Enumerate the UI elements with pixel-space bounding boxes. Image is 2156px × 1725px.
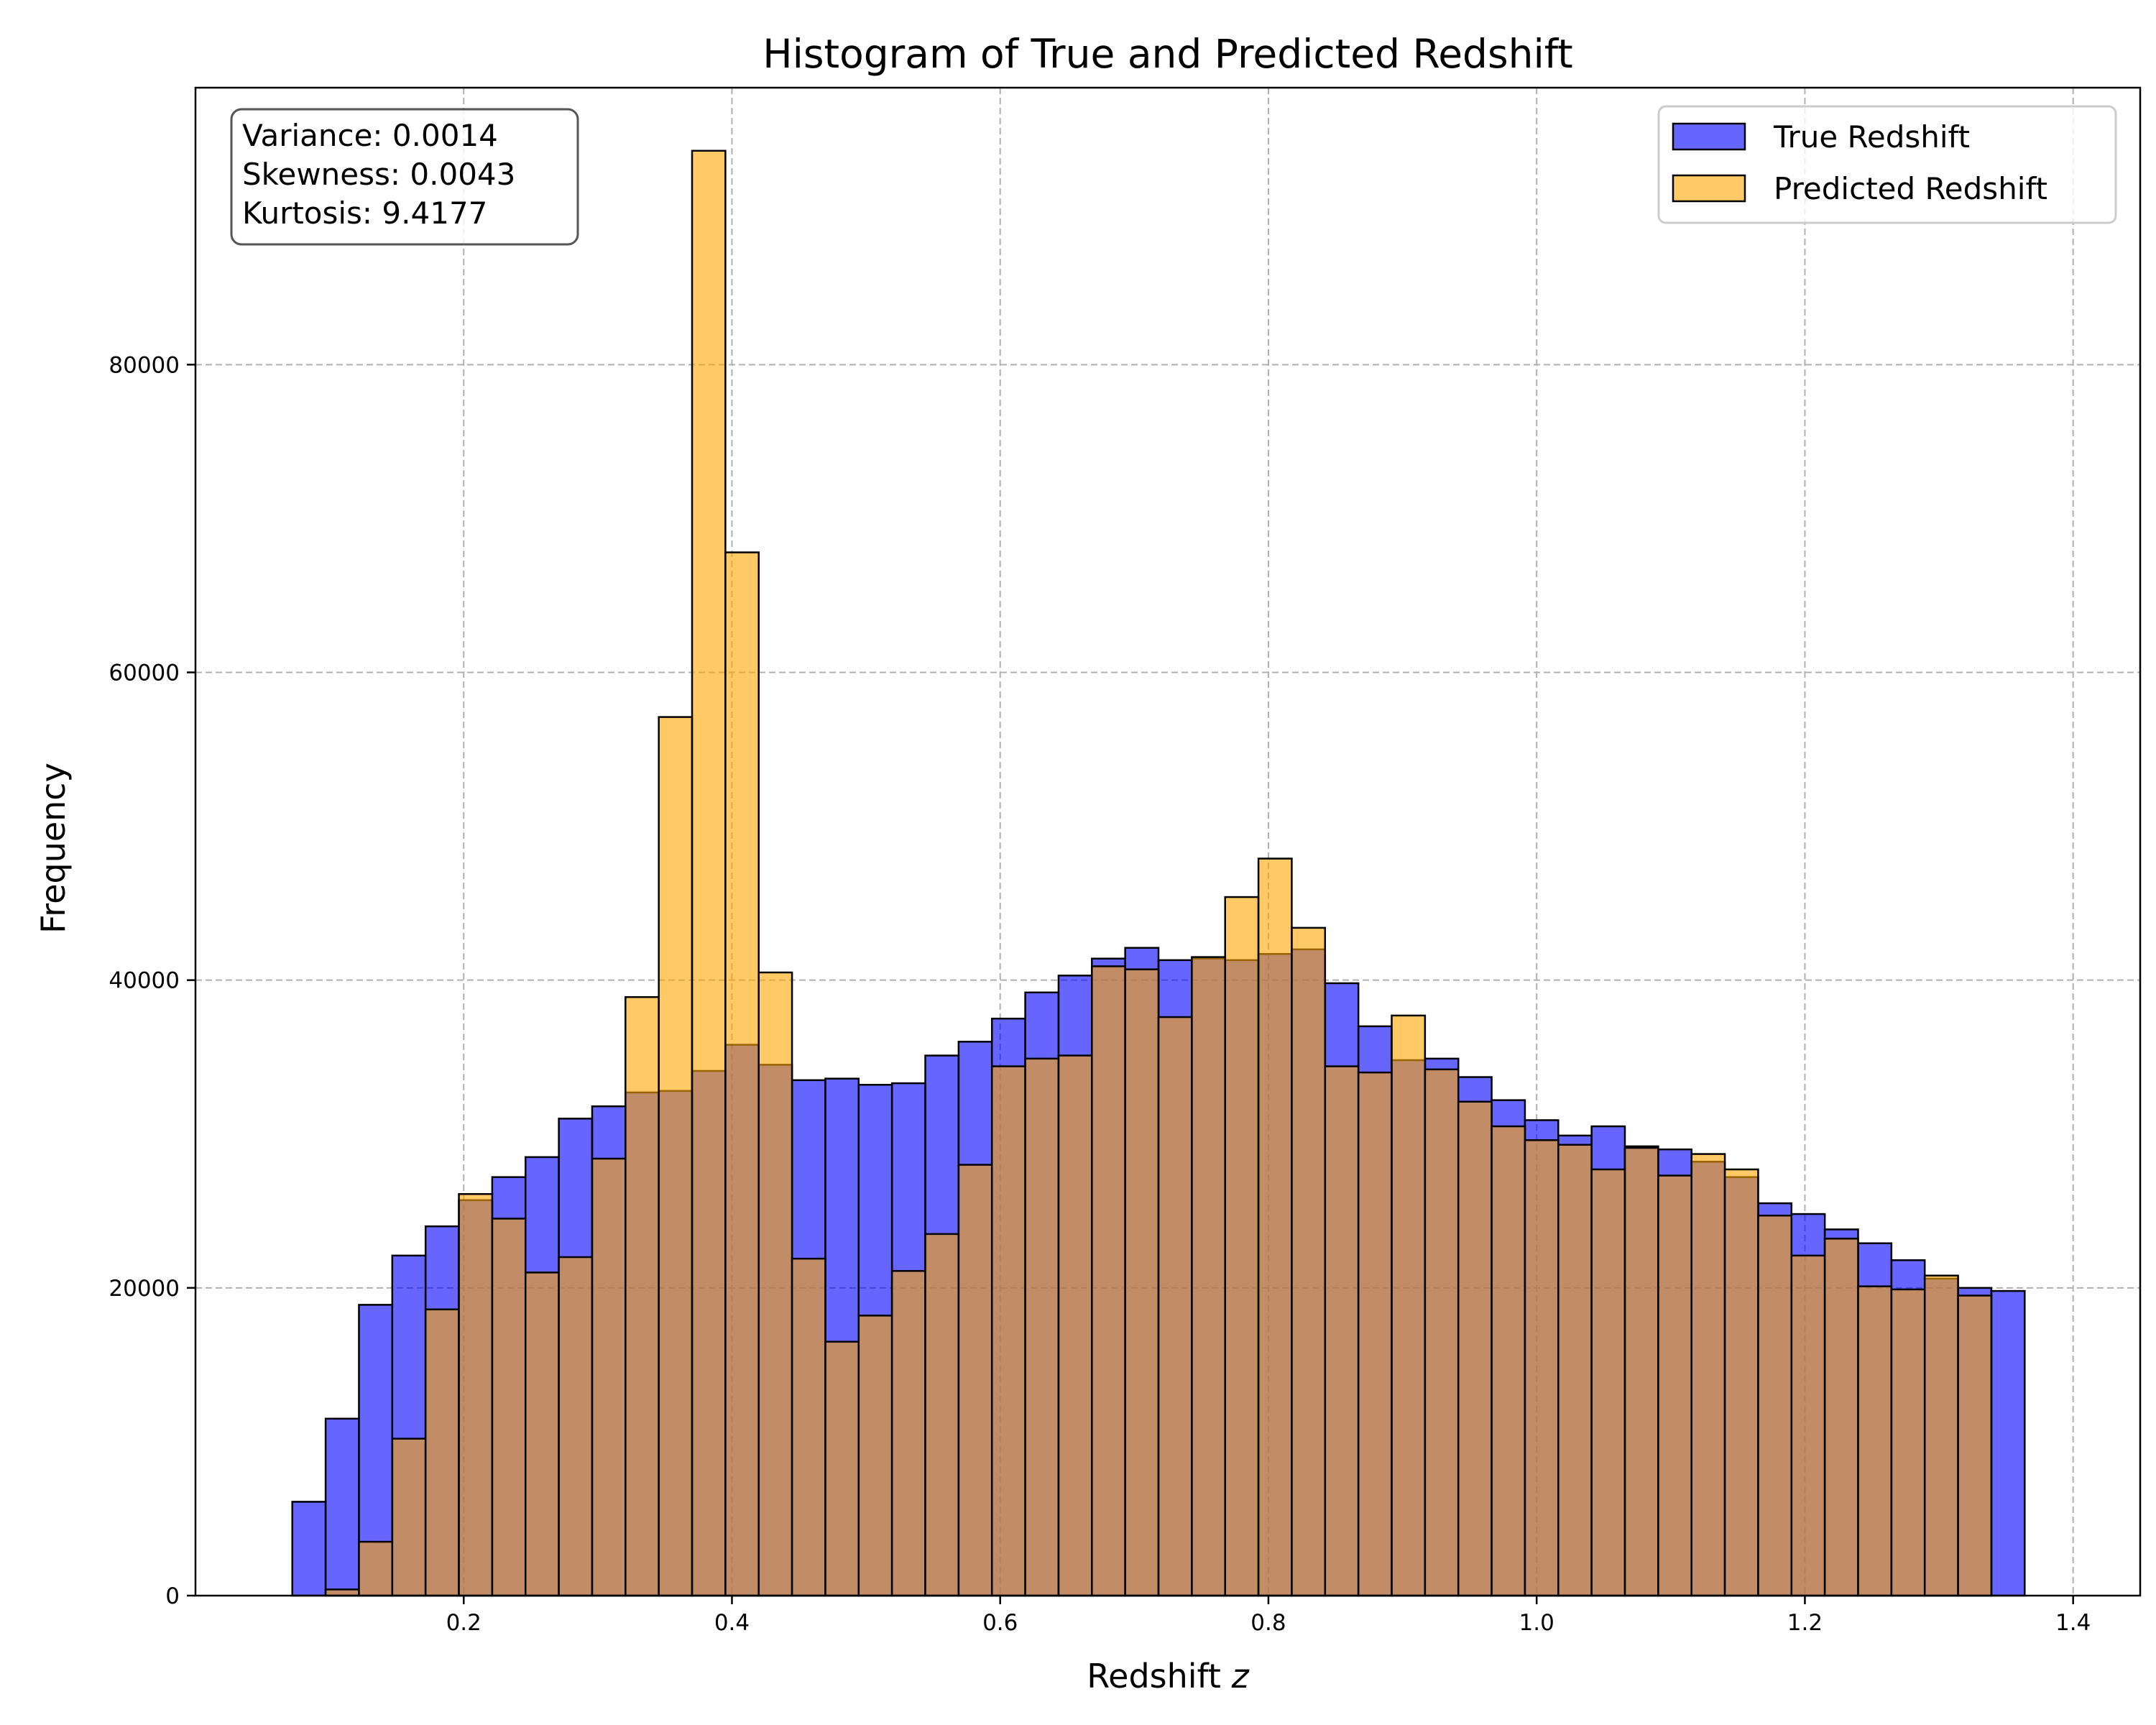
predicted-redshift-bar-6 xyxy=(491,1218,527,1597)
predicted-redshift-bar-11 xyxy=(658,716,694,1597)
predicted-redshift-bar-2 xyxy=(358,1540,394,1597)
predicted-redshift-bar-7 xyxy=(524,1271,560,1597)
y-tick-label-3: 60000 xyxy=(109,661,180,686)
predicted-redshift-bar-4 xyxy=(424,1308,460,1597)
y-tick-label-0: 0 xyxy=(165,1583,180,1609)
y-tick-label-4: 80000 xyxy=(109,352,180,378)
legend-swatch-true xyxy=(1672,122,1746,151)
x-axis-label-main: Redshift xyxy=(1087,1657,1231,1696)
predicted-redshift-bar-17 xyxy=(857,1315,893,1597)
x-tick-label-3: 0.8 xyxy=(1250,1610,1286,1636)
predicted-redshift-bar-25 xyxy=(1124,968,1160,1597)
predicted-redshift-bar-26 xyxy=(1157,1016,1193,1597)
stats-variance: Variance: 0.0014 xyxy=(242,118,498,153)
legend-frame xyxy=(1657,105,2117,224)
predicted-redshift-bar-47 xyxy=(1857,1285,1893,1597)
predicted-redshift-bar-37 xyxy=(1524,1139,1560,1597)
x-tick-label-2: 0.6 xyxy=(982,1610,1018,1636)
x-tick-label-0: 0.2 xyxy=(446,1610,482,1636)
predicted-redshift-bar-40 xyxy=(1623,1146,1659,1597)
x-tick-label-1: 0.4 xyxy=(714,1610,750,1636)
legend: True Redshift Predicted Redshift xyxy=(1657,105,2117,224)
predicted-redshift-bar-14 xyxy=(757,971,793,1597)
predicted-redshift-bar-15 xyxy=(791,1257,826,1597)
predicted-redshift-bar-29 xyxy=(1257,857,1293,1597)
predicted-redshift-bar-27 xyxy=(1191,956,1226,1597)
predicted-redshift-bar-28 xyxy=(1224,896,1260,1597)
predicted-redshift-bar-43 xyxy=(1723,1168,1759,1597)
predicted-redshift-bar-9 xyxy=(591,1157,627,1597)
predicted-redshift-bar-36 xyxy=(1491,1125,1526,1597)
y-tick-label-2: 40000 xyxy=(109,968,180,994)
predicted-redshift-bar-23 xyxy=(1057,1054,1093,1597)
predicted-redshift-bar-46 xyxy=(1823,1238,1859,1597)
predicted-redshift-bar-12 xyxy=(691,150,727,1597)
predicted-redshift-bar-35 xyxy=(1457,1100,1493,1597)
predicted-redshift-bar-48 xyxy=(1890,1288,1926,1597)
legend-label-predicted: Predicted Redshift xyxy=(1774,171,2047,206)
x-tick-label-6: 1.4 xyxy=(2055,1610,2091,1636)
x-tick-label-5: 1.2 xyxy=(1787,1610,1823,1636)
predicted-redshift-bar-13 xyxy=(724,551,760,1597)
predicted-redshift-bars xyxy=(324,150,1993,1597)
plot-frame xyxy=(194,86,2142,1597)
predicted-redshift-bar-22 xyxy=(1024,1057,1060,1597)
predicted-redshift-bar-32 xyxy=(1357,1071,1393,1597)
predicted-redshift-bar-20 xyxy=(957,1164,993,1597)
predicted-redshift-bar-49 xyxy=(1923,1274,1959,1597)
predicted-redshift-bar-16 xyxy=(824,1340,860,1597)
predicted-redshift-bar-21 xyxy=(990,1065,1026,1597)
y-tick-label-1: 20000 xyxy=(109,1276,180,1302)
predicted-redshift-bar-38 xyxy=(1557,1144,1593,1597)
stats-kurtosis: Kurtosis: 9.4177 xyxy=(242,196,487,231)
stats-box: Variance: 0.0014 Skewness: 0.0043 Kurtos… xyxy=(230,108,579,246)
predicted-redshift-bar-33 xyxy=(1391,1014,1427,1597)
predicted-redshift-bar-45 xyxy=(1790,1254,1826,1597)
predicted-redshift-bar-8 xyxy=(558,1256,594,1597)
x-axis-label: Redshift z xyxy=(1087,1657,1249,1696)
y-axis-label: Frequency xyxy=(34,763,73,934)
true-redshift-bar-51 xyxy=(1990,1289,2026,1597)
true-redshift-bar-0 xyxy=(291,1501,327,1597)
predicted-redshift-bar-3 xyxy=(391,1438,427,1597)
predicted-redshift-bar-31 xyxy=(1324,1065,1360,1597)
chart-title: Histogram of True and Predicted Redshift xyxy=(763,31,1572,77)
stats-skewness: Skewness: 0.0043 xyxy=(242,157,515,192)
predicted-redshift-bar-24 xyxy=(1091,965,1126,1597)
x-axis-label-var: z xyxy=(1231,1657,1250,1696)
predicted-redshift-bar-10 xyxy=(625,995,660,1597)
x-tick-label-4: 1.0 xyxy=(1519,1610,1554,1636)
predicted-redshift-bar-50 xyxy=(1957,1294,1993,1597)
x-axis-ticks: 0.2 0.4 0.6 0.8 1.0 1.2 1.4 xyxy=(446,1596,2091,1636)
predicted-redshift-bar-39 xyxy=(1590,1168,1626,1597)
legend-label-true: True Redshift xyxy=(1773,119,1970,155)
predicted-redshift-bar-34 xyxy=(1424,1068,1460,1597)
true-redshift-bar-1 xyxy=(324,1417,360,1597)
predicted-redshift-bar-1 xyxy=(324,1588,360,1597)
legend-swatch-predicted xyxy=(1672,174,1746,203)
predicted-redshift-bar-30 xyxy=(1291,926,1327,1597)
predicted-redshift-bar-5 xyxy=(458,1192,494,1597)
stats-box-frame xyxy=(230,108,579,246)
y-axis-ticks: 0 20000 40000 60000 80000 xyxy=(109,352,195,1609)
predicted-redshift-bar-42 xyxy=(1690,1153,1726,1597)
predicted-redshift-bar-44 xyxy=(1757,1214,1793,1597)
predicted-redshift-bar-18 xyxy=(890,1270,926,1597)
predicted-redshift-bar-41 xyxy=(1657,1174,1692,1597)
predicted-redshift-bar-19 xyxy=(924,1233,960,1597)
